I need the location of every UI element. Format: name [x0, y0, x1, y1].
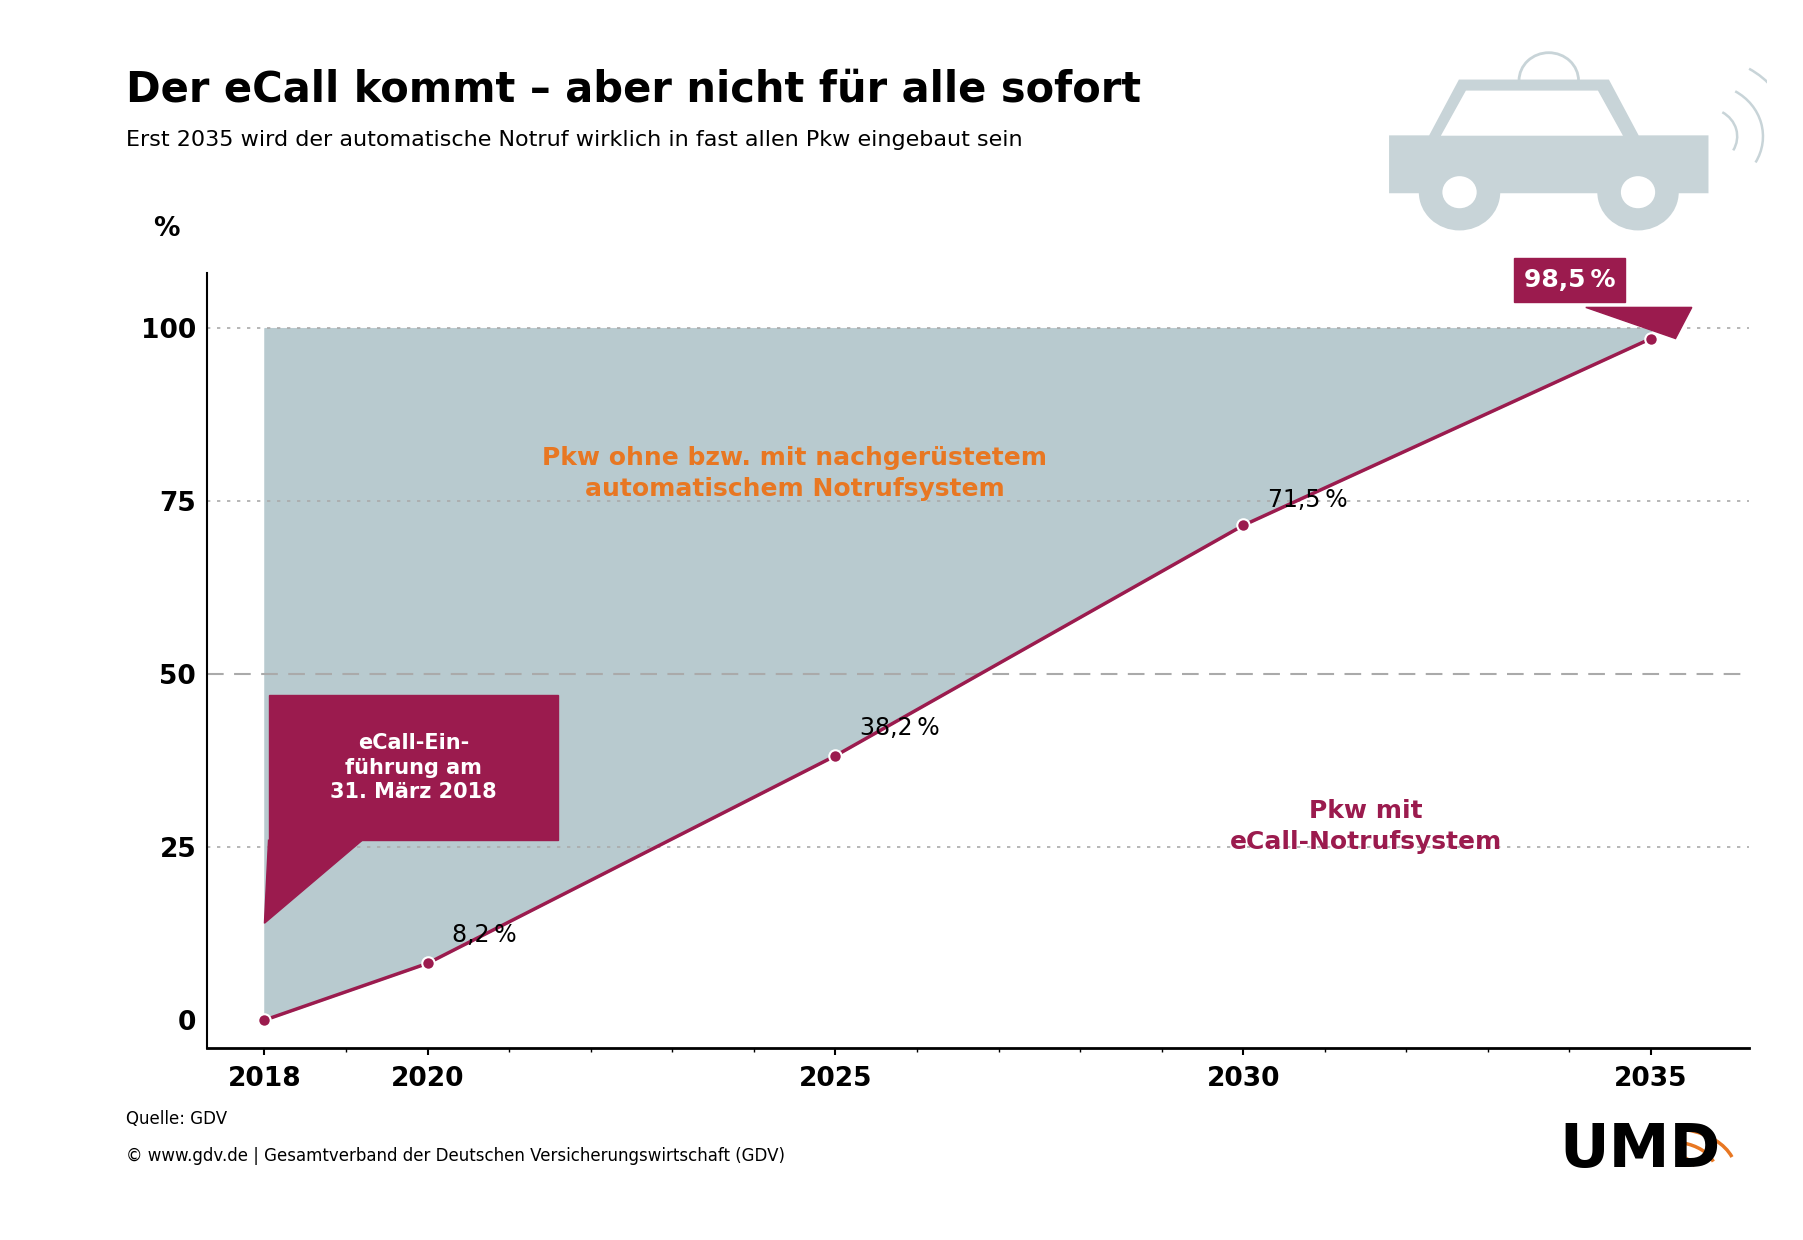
Text: Erst 2035 wird der automatische Notruf wirklich in fast allen Pkw eingebaut sein: Erst 2035 wird der automatische Notruf w…	[126, 130, 1022, 150]
Polygon shape	[1390, 81, 1707, 192]
Text: Quelle: GDV: Quelle: GDV	[126, 1110, 227, 1128]
Text: 98,5 %: 98,5 %	[1524, 268, 1648, 337]
Text: © www.gdv.de | Gesamtverband der Deutschen Versicherungswirtschaft (GDV): © www.gdv.de | Gesamtverband der Deutsch…	[126, 1147, 786, 1166]
Polygon shape	[265, 841, 362, 924]
Circle shape	[1421, 155, 1500, 229]
Text: Der eCall kommt – aber nicht für alle sofort: Der eCall kommt – aber nicht für alle so…	[126, 68, 1141, 110]
Circle shape	[1442, 176, 1477, 210]
FancyBboxPatch shape	[269, 694, 559, 841]
Text: Pkw mit
eCall-Notrufsystem: Pkw mit eCall-Notrufsystem	[1230, 799, 1502, 854]
Polygon shape	[1441, 91, 1625, 136]
Text: 8,2 %: 8,2 %	[453, 924, 517, 947]
Text: 71,5 %: 71,5 %	[1268, 487, 1347, 512]
Polygon shape	[1587, 308, 1691, 339]
Text: %: %	[153, 216, 180, 242]
Text: eCall-Ein-
führung am
31. März 2018: eCall-Ein- führung am 31. März 2018	[330, 733, 496, 802]
Text: Pkw ohne bzw. mit nachgerüstetem
automatischem Notrufsystem: Pkw ohne bzw. mit nachgerüstetem automat…	[543, 445, 1048, 501]
Text: UMD: UMD	[1560, 1121, 1722, 1180]
Circle shape	[1599, 155, 1677, 229]
Text: 38,2 %: 38,2 %	[860, 715, 939, 740]
Circle shape	[1621, 176, 1655, 210]
